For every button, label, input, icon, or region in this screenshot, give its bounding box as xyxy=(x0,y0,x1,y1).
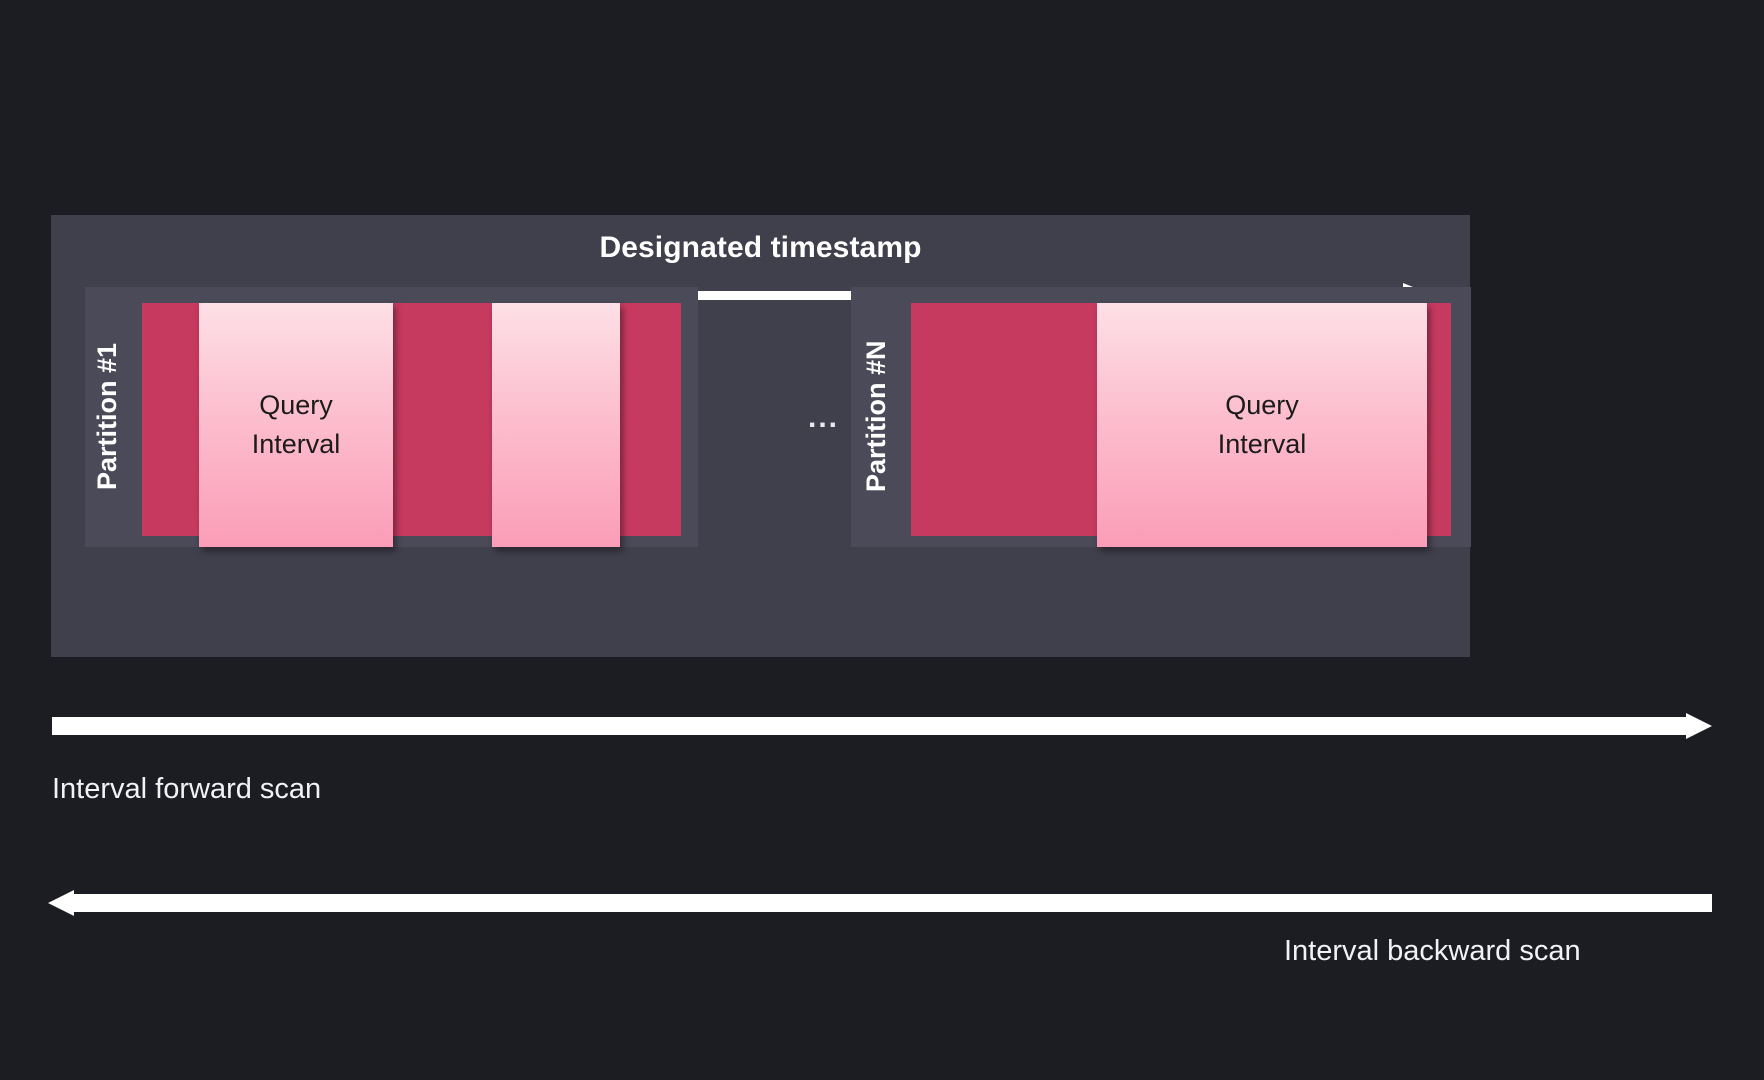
query-interval-block: Query Interval xyxy=(1097,303,1427,547)
arrow-shaft xyxy=(96,291,1403,300)
page-title: Designated timestamp xyxy=(599,231,922,264)
query-interval-block xyxy=(492,303,620,547)
partition-n-label: Partition #N xyxy=(861,340,891,492)
arrow-right-icon xyxy=(1686,713,1712,739)
designated-timestamp-panel: Designated timestamp Partition #1 Query … xyxy=(51,215,1471,657)
partition-group-1: Partition #1 Query Interval xyxy=(85,287,698,547)
partition-group-n: Partition #N Query Interval xyxy=(851,287,1471,547)
partitions-ellipsis: ... xyxy=(808,401,840,434)
query-interval-label: Query Interval xyxy=(251,390,341,459)
partition-1-label: Partition #1 xyxy=(92,342,122,490)
arrow-left-icon xyxy=(48,890,74,916)
query-interval-label: Query Interval xyxy=(1217,390,1307,459)
interval-backward-scan-arrow xyxy=(48,890,1712,916)
arrow-shaft xyxy=(74,894,1712,912)
query-interval-block: Query Interval xyxy=(199,303,393,547)
interval-forward-scan-arrow xyxy=(52,713,1712,739)
interval-backward-scan-label: Interval backward scan xyxy=(1284,935,1581,967)
arrow-shaft xyxy=(52,717,1686,735)
partitions-container: Partition #1 Query Interval ... Partitio… xyxy=(51,215,1471,657)
interval-forward-scan-label: Interval forward scan xyxy=(52,773,322,805)
